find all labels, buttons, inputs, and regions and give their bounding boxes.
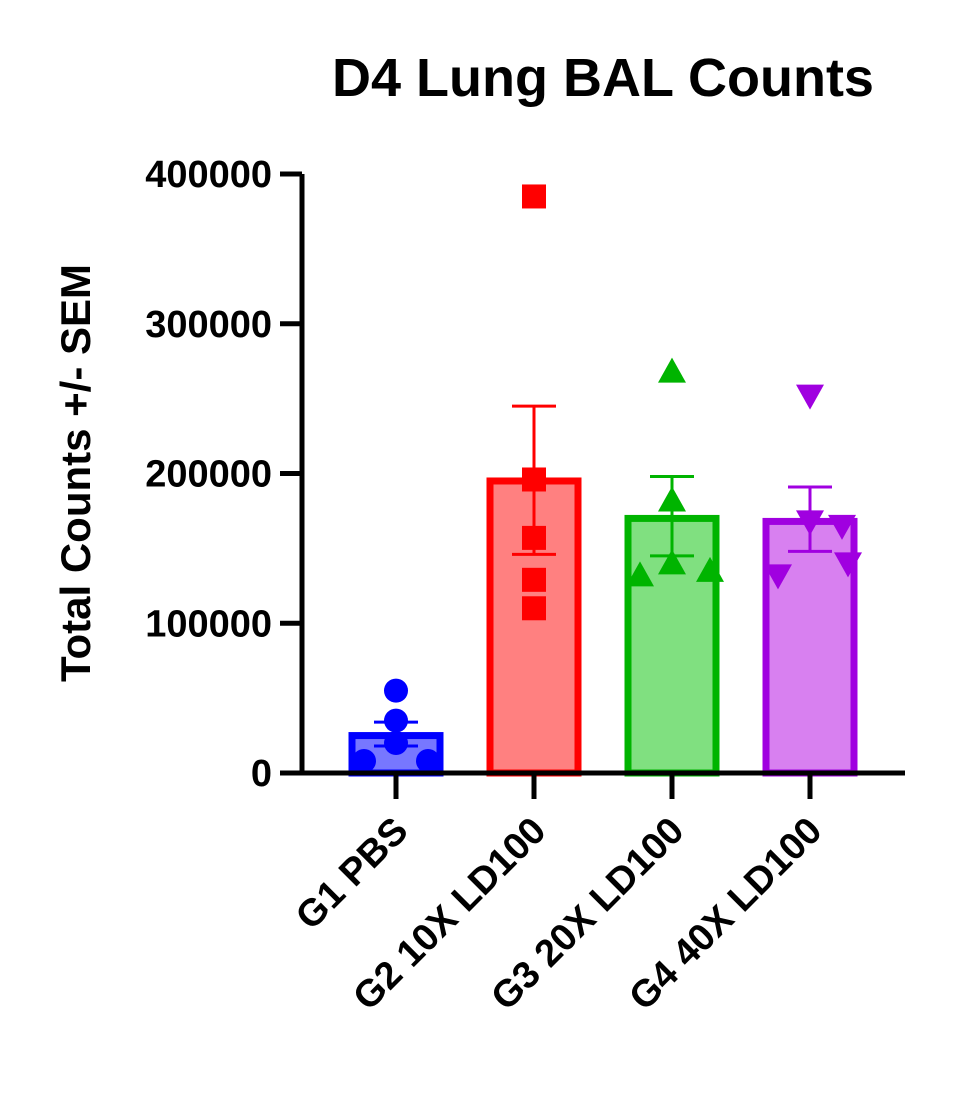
data-point [828,514,856,540]
y-axis: 0 100000 200000 300000 400000 [145,154,302,795]
data-point [696,556,724,582]
data-point [416,749,440,774]
chart-title: D4 Lung BAL Counts [332,48,874,108]
data-point [834,552,862,578]
data-point [522,567,546,592]
y-tick-label: 400000 [145,154,272,196]
data-point [522,467,546,492]
data-point [796,510,824,536]
y-tick-label: 100000 [145,603,272,645]
bars [348,477,858,777]
data-point [764,564,792,590]
data-point [658,549,686,575]
data-points [352,184,862,774]
data-point [796,384,824,410]
x-tick-label: G1 PBS [288,810,416,938]
data-point [384,731,408,756]
data-point [522,525,546,550]
y-tick-label: 0 [251,753,272,795]
data-point [352,749,376,774]
data-point [522,596,546,621]
data-point [384,708,408,733]
data-point [658,357,686,383]
data-point [658,486,686,512]
axes [299,174,905,776]
data-point [384,678,408,703]
y-tick-label: 300000 [145,304,272,346]
y-axis-label: Total Counts +/- SEM [52,264,99,682]
data-point [522,184,546,209]
y-tick-label: 200000 [145,454,272,496]
data-point [626,561,654,587]
